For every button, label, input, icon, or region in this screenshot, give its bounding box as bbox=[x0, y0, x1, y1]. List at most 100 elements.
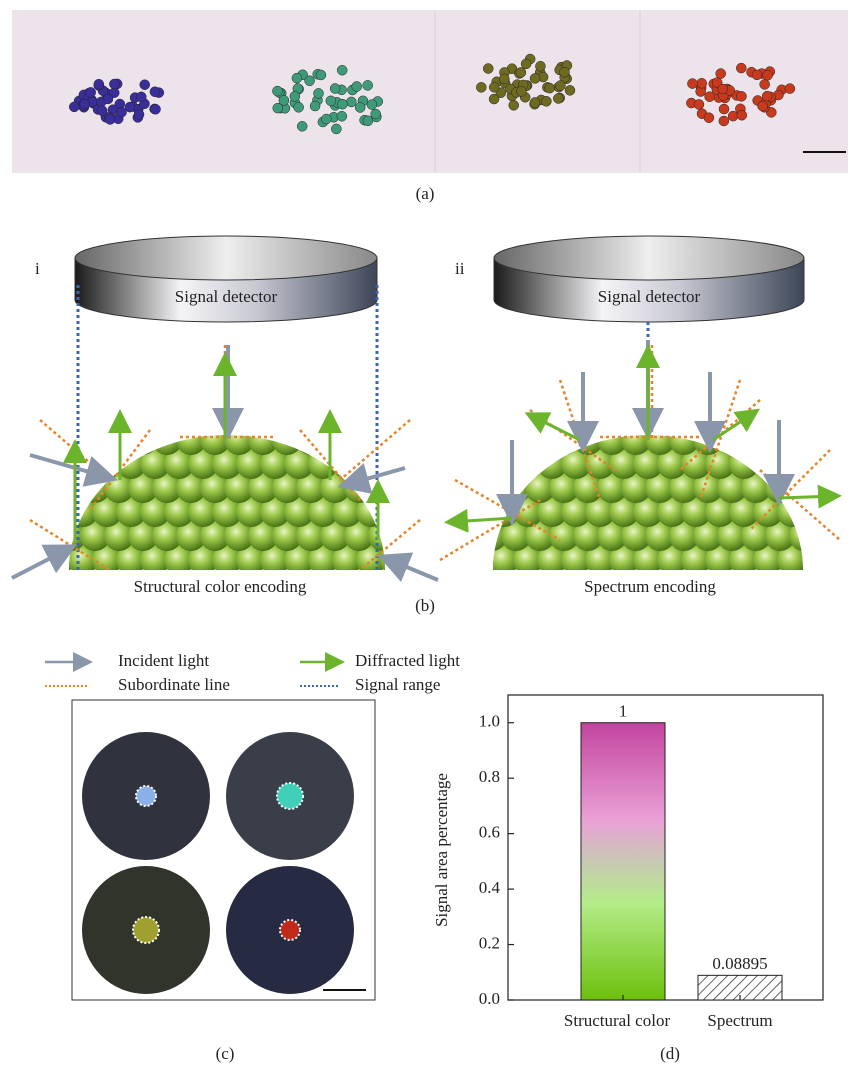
bead bbox=[535, 61, 545, 71]
bead bbox=[687, 79, 697, 89]
bead bbox=[321, 114, 331, 124]
sphere bbox=[489, 449, 519, 479]
bead bbox=[310, 101, 320, 111]
bead bbox=[279, 95, 289, 105]
diffracted-arrow bbox=[530, 415, 580, 440]
sphere bbox=[344, 425, 374, 455]
sphere bbox=[308, 449, 338, 479]
sphere bbox=[56, 473, 86, 503]
bead bbox=[489, 94, 499, 104]
sphere bbox=[813, 521, 843, 551]
value-label: 1 bbox=[619, 702, 628, 721]
y-tick-label: 1.0 bbox=[479, 712, 500, 731]
sphere bbox=[380, 497, 410, 527]
incident-arrow bbox=[345, 468, 405, 485]
bead bbox=[737, 110, 747, 120]
bead bbox=[290, 91, 300, 101]
bead bbox=[521, 59, 531, 69]
bead bbox=[736, 63, 746, 73]
bead bbox=[565, 85, 575, 95]
bead bbox=[719, 104, 729, 114]
sphere bbox=[513, 449, 543, 479]
bead bbox=[763, 70, 773, 80]
bead bbox=[716, 69, 726, 79]
bead bbox=[363, 116, 373, 126]
spot bbox=[133, 917, 159, 943]
bead bbox=[272, 86, 282, 96]
sphere bbox=[801, 497, 831, 527]
panel-label: (d) bbox=[660, 1044, 680, 1063]
sphere-dome bbox=[465, 425, 843, 575]
bead bbox=[785, 84, 795, 94]
sphere bbox=[813, 473, 843, 503]
sphere bbox=[56, 425, 86, 455]
incident-arrow bbox=[12, 548, 70, 578]
bead bbox=[541, 96, 551, 106]
legend-label: Subordinate line bbox=[118, 675, 230, 694]
bead bbox=[509, 100, 519, 110]
bead bbox=[105, 114, 115, 124]
bead bbox=[752, 70, 762, 80]
detector-top bbox=[494, 236, 804, 280]
sphere bbox=[152, 425, 182, 455]
bead bbox=[530, 97, 540, 107]
spot bbox=[277, 783, 303, 809]
sphere bbox=[320, 425, 350, 455]
sphere bbox=[477, 473, 507, 503]
bead bbox=[545, 83, 555, 93]
legend-label: Incident light bbox=[118, 651, 209, 670]
sphere bbox=[669, 425, 699, 455]
sphere bbox=[741, 425, 771, 455]
sphere bbox=[392, 521, 422, 551]
bead bbox=[316, 70, 326, 80]
bead bbox=[516, 86, 526, 96]
schematic-ii: ii Signal detector Spectrum encoding bbox=[440, 236, 843, 596]
bead bbox=[330, 84, 340, 94]
detector-label: Signal detector bbox=[175, 287, 278, 306]
bead bbox=[758, 101, 768, 111]
bead bbox=[136, 92, 146, 102]
bead bbox=[697, 78, 707, 88]
diffracted-arrow bbox=[779, 496, 836, 498]
bead bbox=[294, 102, 304, 112]
bead bbox=[371, 109, 381, 119]
sphere bbox=[44, 497, 74, 527]
legend-label: Diffracted light bbox=[355, 651, 460, 670]
sphere bbox=[549, 425, 579, 455]
schematic-i: i Signal detector Structural color encod… bbox=[12, 236, 438, 596]
bead bbox=[476, 82, 486, 92]
sphere bbox=[465, 449, 495, 479]
spot bbox=[280, 920, 300, 940]
dish-panel bbox=[72, 700, 375, 1000]
y-tick-label: 0.6 bbox=[479, 823, 500, 842]
bead bbox=[313, 88, 323, 98]
bead bbox=[694, 99, 704, 109]
sphere bbox=[272, 425, 302, 455]
sphere bbox=[789, 425, 819, 455]
bead bbox=[352, 81, 362, 91]
value-label: 0.08895 bbox=[712, 954, 767, 973]
bead bbox=[367, 100, 377, 110]
diffracted-arrow bbox=[713, 412, 755, 440]
sphere bbox=[777, 449, 807, 479]
panel-label: (c) bbox=[216, 1044, 235, 1063]
y-tick-label: 0.8 bbox=[479, 767, 500, 786]
sphere bbox=[465, 545, 495, 575]
bead bbox=[140, 80, 150, 90]
sphere bbox=[717, 425, 747, 455]
figure: (a) i Signal detector Structural color e… bbox=[0, 0, 853, 1068]
sphere bbox=[296, 425, 326, 455]
bead bbox=[326, 96, 336, 106]
bead bbox=[103, 94, 113, 104]
bead bbox=[704, 113, 714, 123]
bead bbox=[489, 82, 499, 92]
caption: Spectrum encoding bbox=[584, 577, 716, 596]
sphere bbox=[801, 545, 831, 575]
bead bbox=[134, 109, 144, 119]
x-tick-label: Structural color bbox=[564, 1011, 671, 1030]
bead bbox=[297, 121, 307, 131]
bead bbox=[483, 64, 493, 74]
sphere bbox=[392, 473, 422, 503]
y-axis-label: Signal area percentage bbox=[432, 773, 451, 927]
